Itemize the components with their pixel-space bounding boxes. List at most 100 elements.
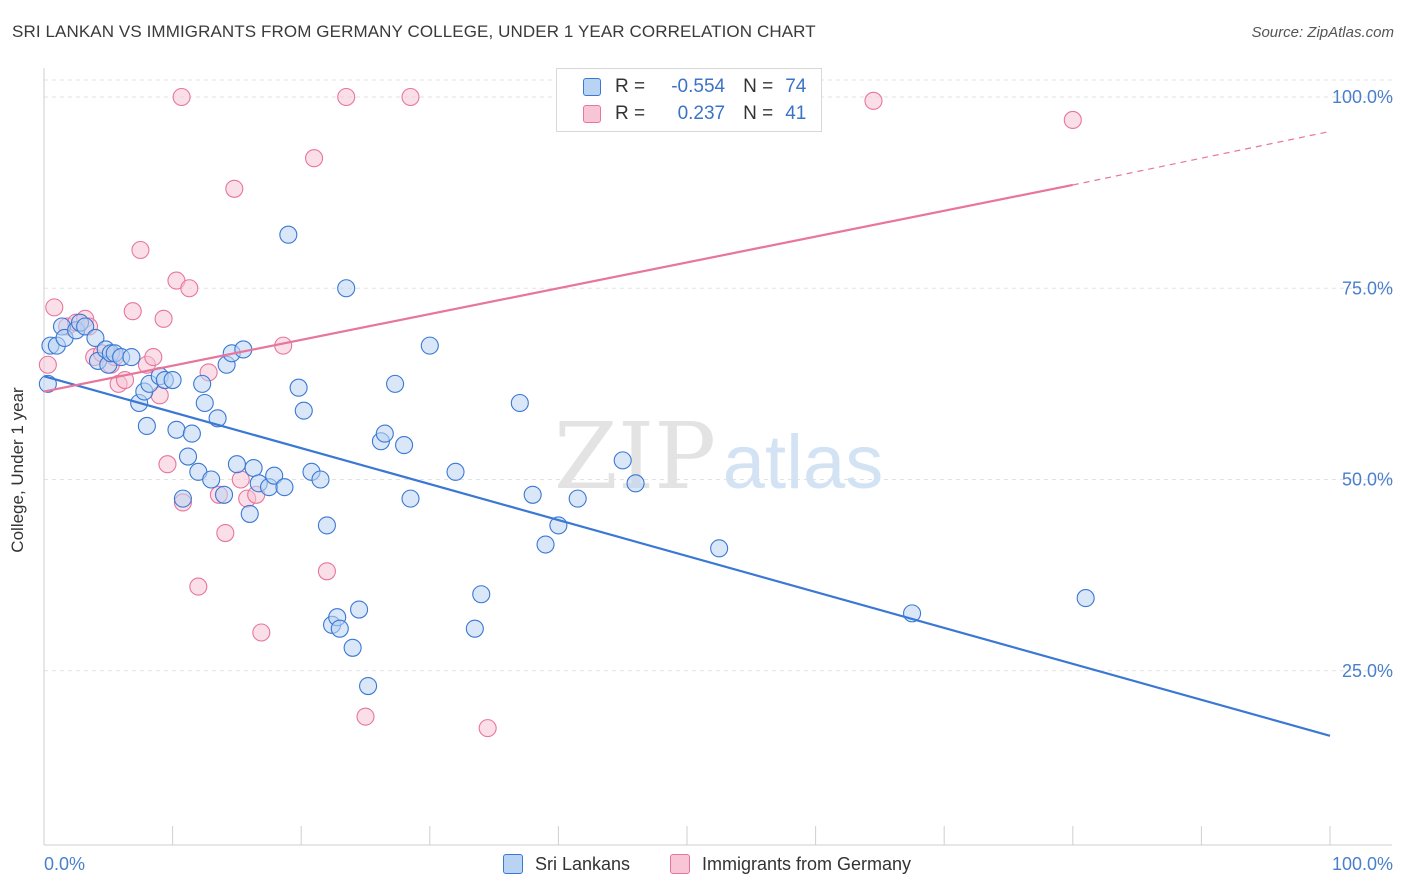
- germany-point: [864, 91, 883, 110]
- source-credit: Source: ZipAtlas.com: [1251, 24, 1394, 41]
- legend-n-label: N =: [743, 76, 774, 97]
- sri-lankan-point: [279, 225, 298, 244]
- sri-lankan-point: [294, 401, 313, 420]
- bottom-legend-germany: Immigrants from Germany: [670, 852, 911, 876]
- germany-point: [172, 87, 191, 107]
- sri-lankan-point: [311, 470, 330, 489]
- y-tick-label: 100.0%: [1332, 87, 1393, 107]
- y-tick-label: 25.0%: [1342, 661, 1393, 681]
- y-tick-label: 75.0%: [1342, 278, 1393, 298]
- bottom-legend-swatch-pink: [670, 854, 690, 874]
- legend-n-value: 74: [785, 76, 807, 97]
- sri-lankan-point: [163, 370, 182, 390]
- germany-point: [252, 623, 271, 642]
- germany-point: [1063, 110, 1082, 129]
- sri-lankan-point: [472, 585, 491, 604]
- sri-lankan-point: [76, 317, 95, 336]
- sri-lankan-point: [375, 424, 394, 443]
- sri-lankan-point: [420, 336, 439, 355]
- legend-r-value: -0.554: [671, 76, 726, 97]
- sri-lankan-point: [227, 455, 246, 474]
- sri-lankan-points: [38, 225, 1095, 696]
- sri-lankan-point: [193, 374, 212, 393]
- y-axis-label: College, Under 1 year: [8, 387, 27, 553]
- legend-swatch-pink: [583, 105, 601, 123]
- sri-lankan-point: [446, 462, 465, 481]
- sri-lankan-point: [350, 600, 369, 619]
- sri-lankan-point: [523, 485, 542, 504]
- gridlines: [44, 79, 1392, 672]
- germany-point: [305, 149, 324, 168]
- correlation-legend: R = -0.554 N = 74 R = 0.237 N = 41: [556, 68, 822, 132]
- sri-lankan-point: [626, 474, 645, 493]
- sri-lankan-point: [395, 436, 414, 455]
- sri-lankan-point: [343, 638, 362, 657]
- sri-lankan-point: [240, 504, 259, 523]
- sri-lankan-point: [122, 348, 141, 367]
- germany-point: [225, 179, 244, 198]
- sri-lankan-point: [317, 516, 336, 535]
- sri-lankan-point: [167, 420, 186, 439]
- germany-point: [478, 719, 497, 738]
- legend-r-label: R =: [615, 103, 646, 124]
- legend-r-value: 0.237: [677, 103, 726, 124]
- legend-row-sri-lankans: R = -0.554 N = 74: [583, 73, 806, 101]
- germany-point: [45, 298, 64, 317]
- germany-trendline-extension: [1072, 130, 1331, 186]
- germany-point: [317, 562, 336, 581]
- sri-lankan-point: [265, 466, 284, 485]
- sri-lankan-point: [137, 416, 156, 436]
- bottom-legend-label: Sri Lankans: [535, 853, 631, 874]
- germany-point: [189, 577, 208, 596]
- sri-lankan-point: [202, 470, 221, 489]
- sri-lankan-point: [244, 458, 263, 478]
- germany-trendline: [43, 183, 1074, 393]
- sri-lankan-point: [710, 539, 729, 558]
- sri-lankan-point: [386, 374, 405, 393]
- sri-lankan-point: [613, 451, 632, 470]
- germany-point: [158, 455, 177, 474]
- germany-point: [38, 355, 57, 374]
- sri-lankan-point: [195, 393, 214, 413]
- legend-n-label: N =: [743, 103, 774, 124]
- legend-swatch-blue: [583, 78, 601, 96]
- tick-labels: 25.0% 50.0% 75.0% 100.0% 0.0% 100.0%: [44, 87, 1393, 874]
- axes: [43, 68, 1392, 846]
- sri-lankan-point: [173, 489, 192, 508]
- x-tick-label: 100.0%: [1332, 854, 1393, 874]
- germany-point: [356, 707, 375, 726]
- sri-lankan-point: [178, 447, 198, 466]
- sri-lankan-point: [289, 378, 308, 397]
- germany-point: [401, 87, 420, 107]
- sri-lankan-point: [330, 619, 349, 638]
- germany-point: [180, 279, 199, 298]
- trendlines: [43, 130, 1331, 737]
- sri-lankan-point: [568, 489, 587, 508]
- germany-point: [154, 309, 173, 328]
- germany-point: [216, 523, 235, 543]
- y-tick-label: 50.0%: [1342, 470, 1393, 490]
- x-tick-label: 0.0%: [44, 854, 85, 874]
- bottom-legend-label: Immigrants from Germany: [702, 853, 912, 874]
- bottom-legend-swatch-blue: [503, 854, 523, 874]
- watermark: ZIP atlas: [554, 403, 883, 510]
- germany-point: [144, 348, 163, 367]
- sri-lankan-point: [86, 328, 105, 348]
- legend-row-germany: R = 0.237 N = 41: [583, 100, 806, 128]
- germany-point: [337, 87, 356, 107]
- watermark-atlas: atlas: [723, 420, 884, 505]
- legend-n-value: 41: [785, 103, 807, 124]
- sri-lankan-point: [214, 485, 234, 504]
- chart-title: SRI LANKAN VS IMMIGRANTS FROM GERMANY CO…: [12, 22, 816, 41]
- sri-lankan-point: [401, 489, 420, 508]
- sri-lankan-point: [536, 535, 555, 554]
- sri-lankan-point: [510, 393, 529, 413]
- sri-lankan-trendline: [43, 375, 1331, 737]
- bottom-legend-sri-lankans: Sri Lankans: [503, 852, 630, 876]
- germany-point: [131, 240, 150, 260]
- legend-r-label: R =: [615, 76, 646, 97]
- sri-lankan-point: [275, 478, 294, 497]
- sri-lankan-point: [359, 676, 378, 696]
- sri-lankan-point: [337, 279, 356, 298]
